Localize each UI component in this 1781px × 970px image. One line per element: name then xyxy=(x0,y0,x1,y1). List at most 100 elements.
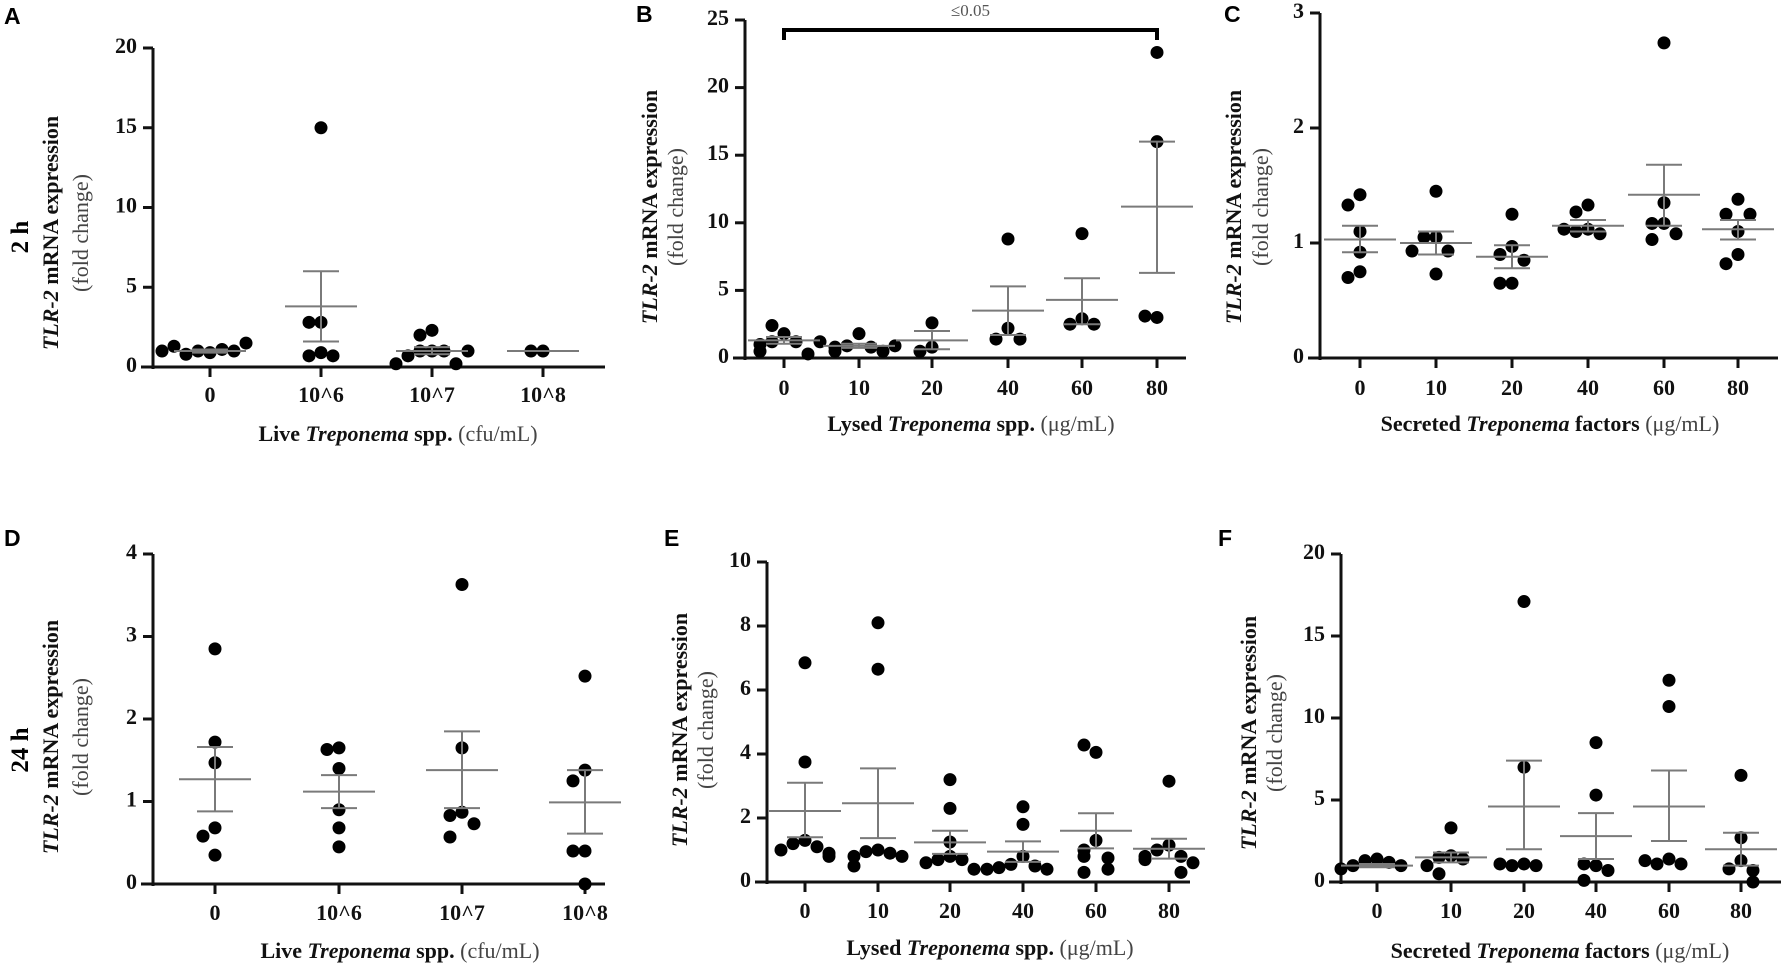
y-tick-label: 10 xyxy=(1303,703,1325,728)
data-point xyxy=(1138,853,1152,867)
group-10 xyxy=(1415,821,1487,881)
y-tick-label: 20 xyxy=(115,33,137,58)
x-tick-label: 0 xyxy=(1372,898,1383,923)
group-20 xyxy=(1488,595,1560,873)
data-point xyxy=(208,642,222,656)
data-point xyxy=(943,801,957,815)
y-tick-label: 0 xyxy=(1314,867,1325,892)
panel-a: A 0 5 10 15 20 0 10^6 10^7 10^8 TLR-2 mRNA express… xyxy=(4,3,605,446)
data-point xyxy=(859,845,873,859)
data-point xyxy=(1669,227,1683,241)
x-axis-label-part: (μg/mL) xyxy=(1645,411,1719,436)
y-axis-label: TLR-2 mRNA expression xyxy=(667,613,692,847)
data-point xyxy=(828,344,842,358)
x-axis-label-part: (μg/mL) xyxy=(1655,938,1729,963)
data-point xyxy=(801,347,815,361)
group-10 xyxy=(823,327,902,358)
significance-label: ≤0.05 xyxy=(951,1,990,20)
data-point xyxy=(332,840,346,854)
data-point xyxy=(326,349,340,363)
x-axis-label-part: Secreted xyxy=(1381,411,1467,436)
x-axis-label-part: Secreted xyxy=(1391,938,1477,963)
y-tick-label: 0 xyxy=(1293,343,1304,368)
y-tick-label: 8 xyxy=(740,611,751,636)
x-tick-label: 0 xyxy=(800,898,811,923)
data-point xyxy=(1517,857,1531,871)
data-point xyxy=(913,344,927,358)
y-axis-label-part: mRNA expression xyxy=(637,90,662,264)
data-point xyxy=(1341,198,1355,212)
x-axis-label-part: (μg/mL) xyxy=(1041,411,1115,436)
data-point xyxy=(871,843,885,857)
data-point xyxy=(943,773,957,787)
data-point xyxy=(578,844,592,858)
y-axis-label: TLR-2 mRNA expression xyxy=(637,90,662,324)
y-tick-label: 10 xyxy=(707,208,729,233)
data-point xyxy=(443,830,457,844)
data-point xyxy=(320,743,334,757)
data-point xyxy=(883,846,897,860)
data-point xyxy=(1493,857,1507,871)
data-point xyxy=(1341,271,1355,284)
y-tick-label: 5 xyxy=(126,272,137,297)
y-tick-label: 3 xyxy=(126,622,137,647)
y-axis-label-part: TLR-2 xyxy=(667,787,692,847)
x-axis-label: Lysed Treponema spp. (μg/mL) xyxy=(827,411,1114,436)
y-tick-label: 15 xyxy=(1303,621,1325,646)
x-tick-label: 60 xyxy=(1071,375,1093,400)
data-point xyxy=(314,346,328,360)
x-axis-label-part: Treponema xyxy=(907,935,1010,960)
panel-letter: C xyxy=(1224,1,1241,27)
data-point xyxy=(1722,862,1736,876)
data-point xyxy=(1657,36,1671,50)
x-tick-label: 0 xyxy=(1355,375,1366,400)
x-axis-label-part: (cfu/mL) xyxy=(460,938,539,963)
x-axis-label-part: Treponema xyxy=(888,411,991,436)
data-point xyxy=(443,809,457,823)
y-tick-label: 5 xyxy=(1314,785,1325,810)
data-point xyxy=(1353,188,1367,202)
y-tick-label: 15 xyxy=(115,113,137,138)
x-axis-label-part: spp. xyxy=(411,938,461,963)
data-point xyxy=(578,877,592,891)
data-point xyxy=(1101,862,1115,876)
data-point xyxy=(1004,857,1018,871)
y-tick-label: 25 xyxy=(707,5,729,30)
data-point xyxy=(1186,856,1200,870)
x-axis-label: Live Treponema spp. (cfu/mL) xyxy=(258,421,537,446)
group-0 xyxy=(155,336,253,361)
group-40 xyxy=(1560,736,1632,887)
x-tick-label: 0 xyxy=(205,382,216,407)
x-axis-label-part: Treponema xyxy=(1476,938,1579,963)
group-60 xyxy=(1633,673,1705,871)
data-point xyxy=(789,335,803,349)
x-axis-label-part: (μg/mL) xyxy=(1060,935,1134,960)
y-tick-label: 2 xyxy=(1293,113,1304,138)
data-point xyxy=(1016,800,1030,814)
y-axis-label-part: mRNA expression xyxy=(1221,90,1246,264)
y-axis-label-part: TLR-2 xyxy=(38,794,63,854)
x-axis-label-part: Treponema xyxy=(1466,411,1569,436)
data-point xyxy=(1174,865,1188,879)
group-80 xyxy=(1705,768,1777,889)
group-10 xyxy=(842,616,914,873)
data-point xyxy=(895,849,909,863)
data-point xyxy=(401,349,415,363)
y-axis-label: TLR-2 mRNA expression xyxy=(38,620,63,854)
group-60 xyxy=(1060,738,1132,879)
data-point xyxy=(1456,852,1470,866)
panel-letter: B xyxy=(636,1,653,27)
data-point xyxy=(1645,216,1659,230)
y-tick-label: 6 xyxy=(740,675,751,700)
x-axis-label-part: factors xyxy=(1569,411,1645,436)
data-point xyxy=(196,829,210,843)
data-point xyxy=(919,856,933,870)
group-40 xyxy=(972,232,1044,346)
y-tick-label: 1 xyxy=(1293,228,1304,253)
x-tick-label: 10^6 xyxy=(316,900,362,925)
data-point xyxy=(1734,768,1748,782)
data-point xyxy=(332,803,346,817)
data-point xyxy=(1040,862,1054,876)
panel-letter: F xyxy=(1218,525,1232,551)
